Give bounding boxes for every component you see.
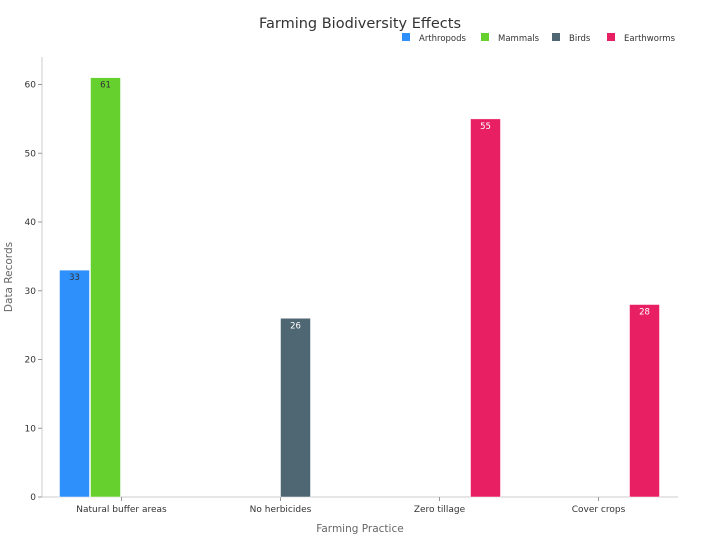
legend-swatch xyxy=(607,33,615,41)
bar-arthropods xyxy=(59,269,90,498)
data-label: 33 xyxy=(69,273,80,283)
y-tick-label: 40 xyxy=(25,218,37,228)
legend: Arthropods Mammals Birds Earthworms xyxy=(402,33,676,44)
chart-title: Farming Biodiversity Effects xyxy=(259,16,461,32)
legend-swatch xyxy=(552,33,560,41)
x-tick-label: Cover crops xyxy=(572,505,626,515)
data-label: 61 xyxy=(100,81,111,91)
data-label: 28 xyxy=(639,308,650,318)
x-tick-label: Natural buffer areas xyxy=(76,505,167,515)
legend-label: Mammals xyxy=(498,34,540,44)
y-axis-label: Data Records xyxy=(3,242,15,312)
data-label: 26 xyxy=(290,321,301,331)
legend-label: Birds xyxy=(569,34,591,44)
data-label: 55 xyxy=(480,122,491,132)
legend-label: Earthworms xyxy=(624,34,676,44)
bar-earthworms xyxy=(470,118,501,498)
legend-swatch xyxy=(402,33,410,41)
bars: 33 61 26 55 28 xyxy=(59,77,660,498)
y-tick-label: 60 xyxy=(25,81,37,91)
y-tick-label: 10 xyxy=(25,424,37,434)
x-tick-label: Zero tillage xyxy=(414,505,466,515)
legend-swatch xyxy=(481,33,489,41)
y-tick-label: 0 xyxy=(30,493,36,503)
x-tick-label: No herbicides xyxy=(250,505,312,515)
y-tick-label: 50 xyxy=(25,149,37,159)
bar-birds xyxy=(280,318,311,498)
legend-label: Arthropods xyxy=(419,34,467,44)
y-tick-label: 30 xyxy=(25,287,37,297)
x-axis-label: Farming Practice xyxy=(316,523,403,535)
bar-mammals xyxy=(90,77,121,498)
bar-earthworms xyxy=(629,304,660,498)
y-tick-label: 20 xyxy=(25,356,37,366)
axes: 0 10 20 30 40 50 60 Natural buffer areas No herb… xyxy=(25,57,678,515)
